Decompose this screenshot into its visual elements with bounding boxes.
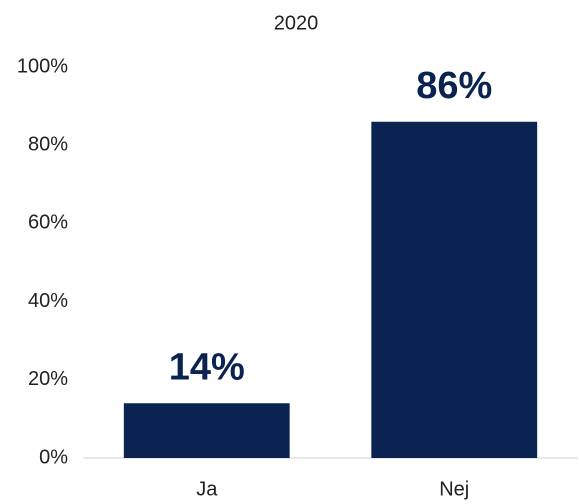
y-tick-label: 20%: [28, 368, 68, 390]
x-tick-label: Nej: [439, 478, 469, 500]
y-tick-label: 0%: [39, 446, 68, 468]
chart-title: 2020: [274, 12, 319, 34]
value-label: 86%: [416, 65, 492, 107]
x-tick-label: Ja: [196, 478, 218, 500]
bar: [123, 403, 290, 458]
y-tick-label: 80%: [28, 133, 68, 155]
value-label: 14%: [169, 346, 245, 388]
bar: [371, 121, 538, 459]
y-tick-label: 100%: [17, 55, 68, 77]
y-tick-label: 60%: [28, 212, 68, 234]
y-tick-label: 40%: [28, 290, 68, 312]
